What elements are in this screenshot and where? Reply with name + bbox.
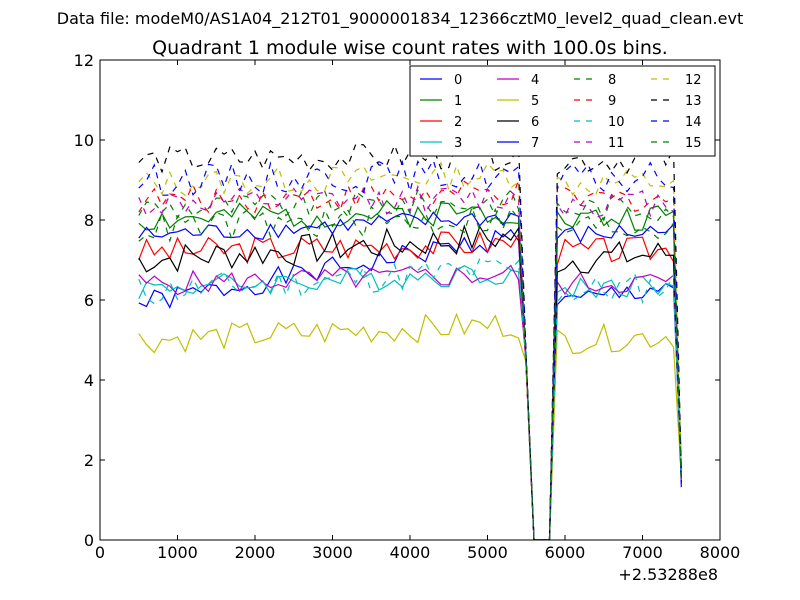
series-line-7 bbox=[138, 211, 682, 540]
legend-label-3: 3 bbox=[454, 136, 462, 151]
legend-label-14: 14 bbox=[685, 115, 702, 130]
y-tick-label: 6 bbox=[84, 291, 94, 310]
legend-label-15: 15 bbox=[685, 136, 702, 151]
x-tick-label: 0 bbox=[95, 543, 105, 562]
series-line-12 bbox=[138, 161, 682, 540]
legend-box bbox=[409, 65, 716, 157]
series-line-10 bbox=[138, 257, 682, 540]
series-line-11 bbox=[138, 184, 682, 540]
series-line-2 bbox=[138, 230, 682, 540]
y-tick-label: 4 bbox=[84, 371, 94, 390]
x-tick-label: 3000 bbox=[312, 543, 353, 562]
legend-label-5: 5 bbox=[531, 94, 539, 109]
legend-label-9: 9 bbox=[608, 94, 616, 109]
y-tick-label: 0 bbox=[84, 531, 94, 550]
series-line-9 bbox=[138, 180, 682, 540]
x-tick-label: 6000 bbox=[545, 543, 586, 562]
legend-label-0: 0 bbox=[454, 73, 462, 88]
series-line-13 bbox=[138, 141, 682, 540]
x-tick-label: 2000 bbox=[235, 543, 276, 562]
chart-suptitle: Data file: modeM0/AS1A04_212T01_90000018… bbox=[57, 9, 743, 29]
series-line-3 bbox=[138, 265, 682, 540]
legend-label-7: 7 bbox=[531, 136, 539, 151]
x-tick-label: 8000 bbox=[700, 543, 741, 562]
y-tick-label: 2 bbox=[84, 451, 94, 470]
x-tick-label: 1000 bbox=[157, 543, 198, 562]
legend-label-2: 2 bbox=[454, 115, 462, 130]
series-line-1 bbox=[138, 199, 682, 540]
legend-label-12: 12 bbox=[685, 73, 702, 88]
series-line-6 bbox=[138, 224, 682, 540]
y-tick-label: 10 bbox=[74, 131, 94, 150]
legend-label-4: 4 bbox=[531, 73, 539, 88]
legend-label-11: 11 bbox=[608, 136, 625, 151]
legend-label-1: 1 bbox=[454, 94, 462, 109]
series-line-4 bbox=[138, 264, 682, 540]
ticks-layer: 0 1000 2000 3000 4000 5000 6000 7000 80000246810… bbox=[74, 51, 741, 562]
y-tick-label: 8 bbox=[84, 211, 94, 230]
legend-label-10: 10 bbox=[608, 115, 625, 130]
y-tick-label: 12 bbox=[74, 51, 94, 70]
series-layer bbox=[138, 141, 682, 540]
series-line-14 bbox=[138, 158, 682, 540]
series-line-8 bbox=[138, 188, 682, 540]
legend-label-8: 8 bbox=[608, 73, 616, 88]
x-tick-label: 4000 bbox=[390, 543, 431, 562]
legend-label-13: 13 bbox=[685, 94, 702, 109]
x-tick-label: 5000 bbox=[467, 543, 508, 562]
chart-title: Quadrant 1 module wise count rates with … bbox=[152, 37, 668, 59]
x-offset-label: +2.53288e8 bbox=[618, 565, 718, 584]
series-line-5 bbox=[138, 312, 682, 540]
legend-label-6: 6 bbox=[531, 115, 539, 130]
x-tick-label: 7000 bbox=[622, 543, 663, 562]
